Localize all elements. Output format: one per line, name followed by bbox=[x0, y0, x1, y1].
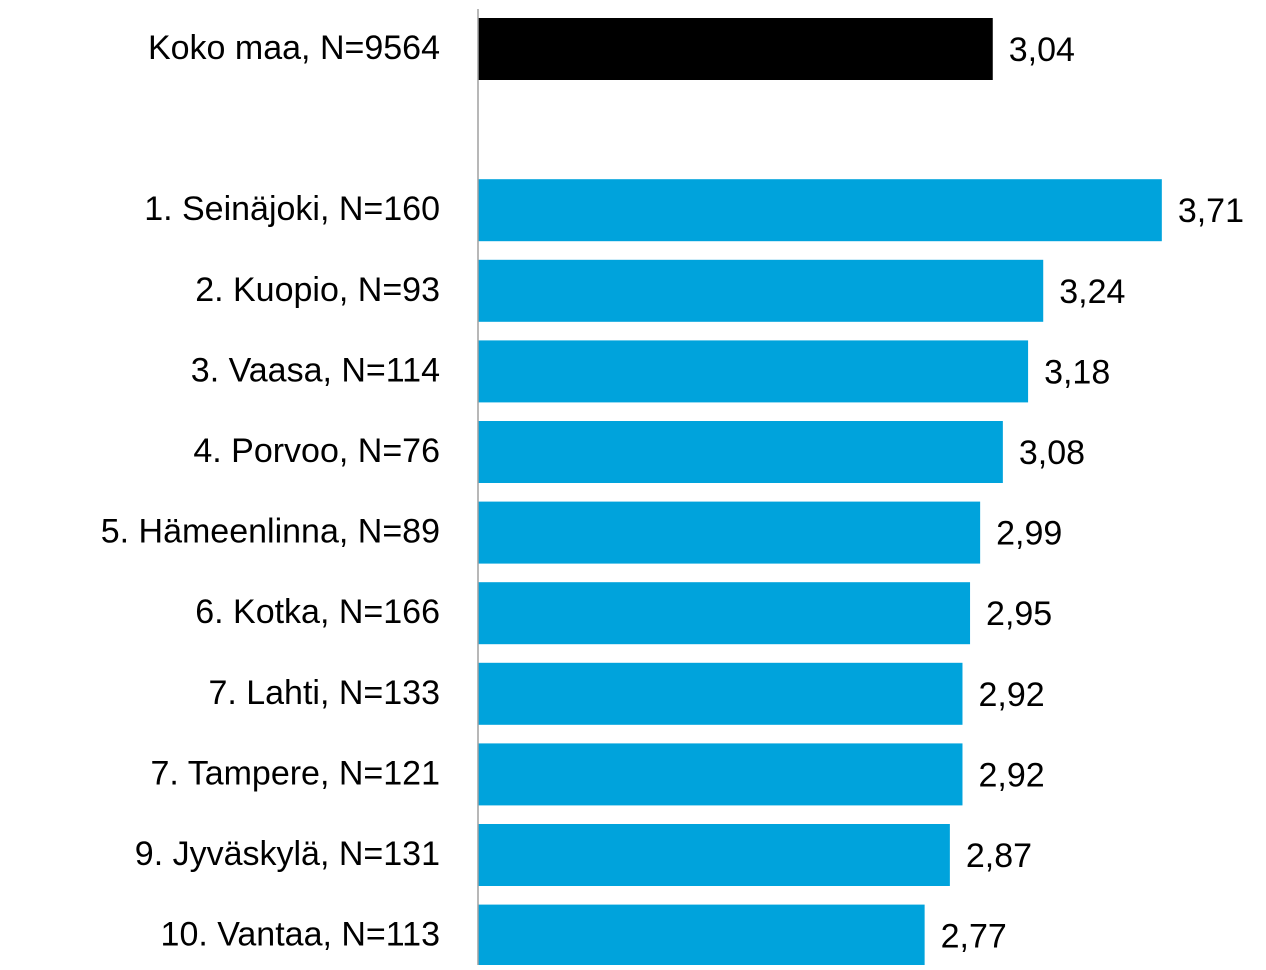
value-label: 2,99 bbox=[996, 515, 1062, 553]
value-label: 3,04 bbox=[1009, 31, 1075, 69]
value-label: 3,71 bbox=[1178, 192, 1244, 230]
value-label: 2,95 bbox=[986, 595, 1052, 633]
bar bbox=[478, 18, 993, 80]
category-label: 6. Kotka, N=166 bbox=[195, 593, 440, 631]
value-label: 2,77 bbox=[941, 918, 1007, 956]
category-label: 5. Hämeenlinna, N=89 bbox=[101, 513, 440, 551]
bar bbox=[478, 340, 1029, 403]
category-label: Koko maa, N=9564 bbox=[148, 29, 440, 67]
bar bbox=[478, 582, 971, 645]
category-label: 1. Seinäjoki, N=160 bbox=[144, 190, 440, 228]
bar bbox=[478, 179, 1162, 242]
bar bbox=[478, 421, 1003, 483]
value-label: 2,92 bbox=[978, 756, 1044, 794]
bar bbox=[478, 662, 963, 725]
category-label: 2. Kuopio, N=93 bbox=[195, 271, 440, 309]
value-label: 3,24 bbox=[1059, 273, 1125, 311]
bar bbox=[478, 501, 981, 564]
category-label: 10. Vantaa, N=113 bbox=[161, 916, 440, 954]
value-label: 3,08 bbox=[1019, 434, 1085, 472]
bar bbox=[478, 259, 1044, 322]
value-label: 2,92 bbox=[978, 676, 1044, 714]
value-label: 2,87 bbox=[966, 837, 1032, 875]
category-label: 7. Lahti, N=133 bbox=[208, 674, 440, 712]
bar bbox=[478, 824, 950, 886]
category-label: 7. Tampere, N=121 bbox=[151, 754, 441, 792]
bar bbox=[478, 743, 963, 806]
value-label: 3,18 bbox=[1044, 353, 1110, 391]
category-label: 4. Porvoo, N=76 bbox=[193, 432, 440, 470]
category-label: 9. Jyväskylä, N=131 bbox=[135, 835, 440, 873]
bar bbox=[478, 904, 925, 967]
category-label: 3. Vaasa, N=114 bbox=[191, 351, 440, 389]
